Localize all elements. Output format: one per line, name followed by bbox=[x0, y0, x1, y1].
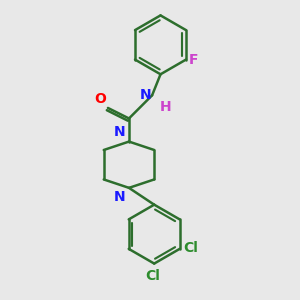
Text: N: N bbox=[140, 88, 151, 102]
Text: F: F bbox=[189, 52, 199, 67]
Text: N: N bbox=[114, 125, 126, 140]
Text: N: N bbox=[114, 190, 126, 204]
Text: H: H bbox=[160, 100, 171, 113]
Text: Cl: Cl bbox=[146, 269, 160, 283]
Text: O: O bbox=[94, 92, 106, 106]
Text: Cl: Cl bbox=[183, 241, 198, 255]
